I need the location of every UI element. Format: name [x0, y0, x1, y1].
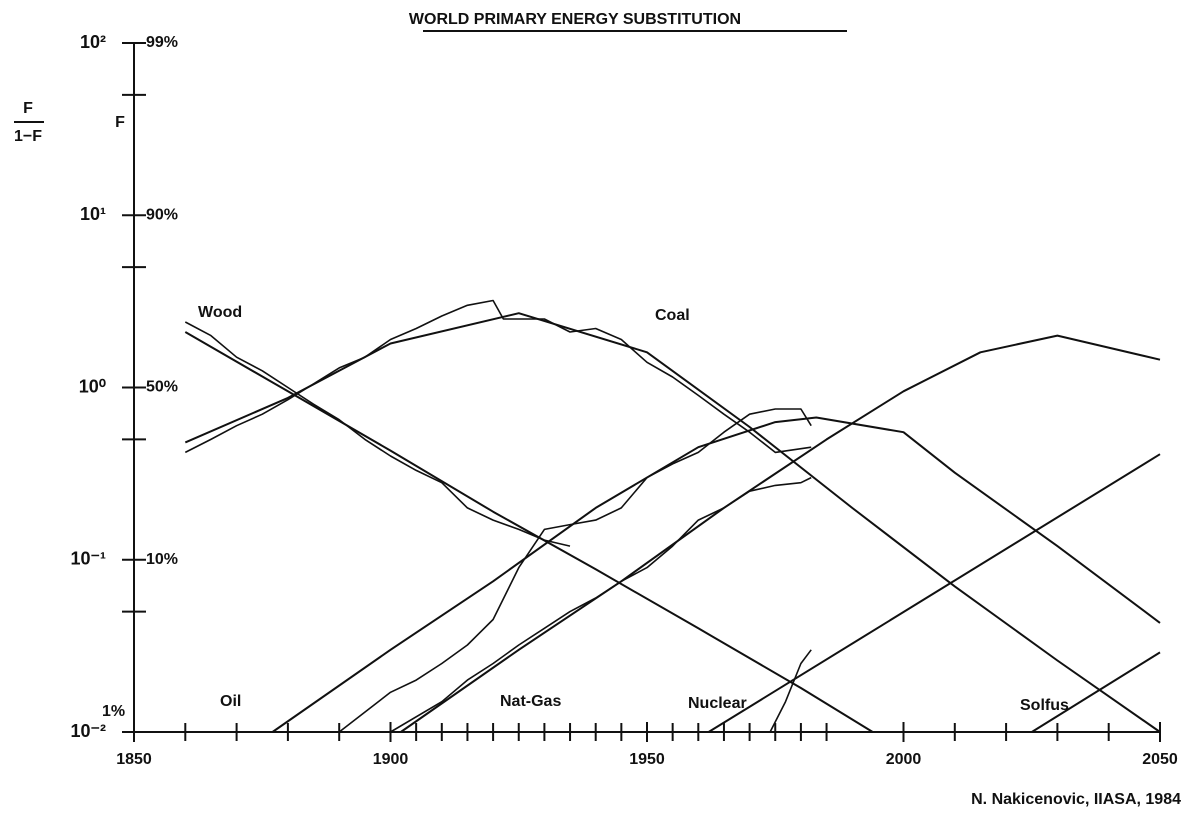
series-label: Nat-Gas — [500, 693, 561, 710]
y-tick-label: 10⁻² — [70, 721, 106, 741]
y-percent-label: 50% — [146, 379, 178, 396]
series-label: Coal — [655, 307, 690, 324]
fit-line — [1031, 651, 1161, 733]
y-axis-label-numerator: F — [23, 100, 33, 117]
fit-line — [400, 334, 1161, 733]
x-tick-label: 2000 — [886, 751, 922, 768]
x-tick-label: 1950 — [629, 751, 665, 768]
chart-title: WORLD PRIMARY ENERGY SUBSTITUTION — [409, 11, 741, 28]
y-tick-label: 10⁻¹ — [70, 549, 106, 569]
y-percent-label: 90% — [146, 206, 178, 223]
series-label: Nuclear — [688, 695, 747, 712]
x-tick-label: 1900 — [373, 751, 409, 768]
observed-line — [390, 476, 812, 733]
observed-line — [338, 408, 812, 733]
y-tick-label: 10⁰ — [79, 376, 106, 396]
credit: N. Nakicenovic, IIASA, 1984 — [971, 791, 1181, 808]
y2-axis-label: F — [115, 114, 125, 131]
observed-line — [184, 299, 812, 454]
y-tick-label: 10¹ — [80, 204, 106, 224]
observed-line — [184, 321, 571, 547]
series-label: Oil — [220, 693, 241, 710]
fit-line — [271, 416, 1161, 733]
fit-line — [184, 331, 874, 733]
y-axis-label-denominator: 1−F — [14, 128, 42, 145]
y-percent-label: 10% — [146, 551, 178, 568]
fit-line — [184, 312, 1161, 733]
observed-line — [769, 649, 812, 733]
x-tick-label: 1850 — [116, 751, 152, 768]
series-label: Solfus — [1020, 697, 1069, 714]
y-percent-label: 1% — [102, 703, 125, 720]
fit-line — [708, 453, 1161, 733]
y-tick-label: 10² — [80, 32, 106, 52]
series-label: Wood — [198, 304, 242, 321]
x-tick-label: 2050 — [1142, 751, 1178, 768]
y-percent-label: 99% — [146, 34, 178, 51]
